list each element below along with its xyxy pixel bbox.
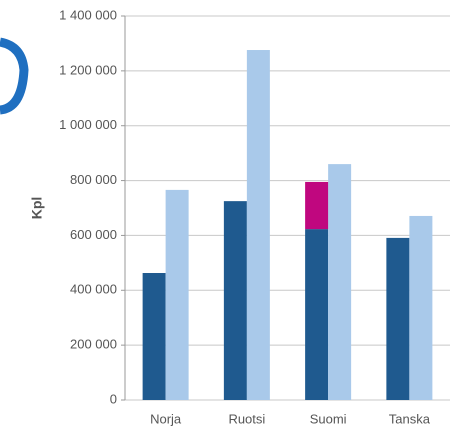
bar [386,237,410,400]
y-tick-label: 0 [110,391,117,406]
bar [328,164,352,400]
y-tick-label: 1 200 000 [59,62,117,77]
bar [305,229,329,400]
y-tick-label: 1 400 000 [59,7,117,22]
y-tick-label: 800 000 [70,172,117,187]
bar [165,189,189,400]
x-tick-label: Suomi [310,411,347,426]
y-tick-label: 400 000 [70,282,117,297]
x-tick-label: Ruotsi [228,411,265,426]
cropped-glyph [0,37,29,115]
bar [409,215,433,400]
bar [246,50,270,401]
cropped-glyph-inner [10,52,12,104]
x-tick-label: Tanska [389,411,431,426]
y-axis-label: Kpl [29,197,45,220]
y-tick-label: 600 000 [70,227,117,242]
y-tick-label: 1 000 000 [59,117,117,132]
bar [223,201,247,400]
bar [142,273,166,400]
x-tick-label: Norja [150,411,182,426]
y-tick-label: 200 000 [70,337,117,352]
bar [305,181,329,230]
